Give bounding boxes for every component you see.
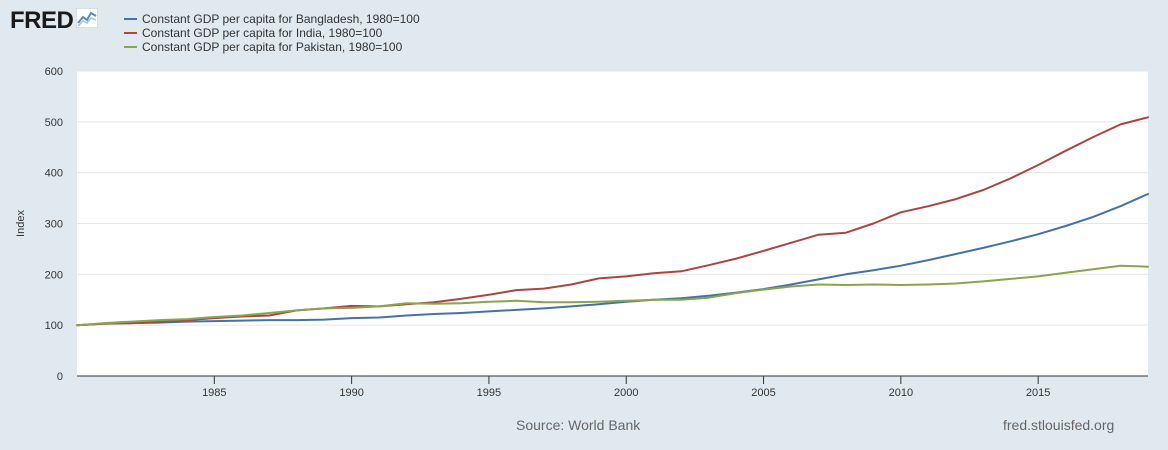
- series-line-india: [76, 116, 1149, 327]
- y-tick-label-300: 300: [45, 219, 63, 231]
- legend-swatch-pakistan: [124, 46, 137, 48]
- x-tick-label-2015: 2015: [1026, 387, 1050, 399]
- legend-item-india[interactable]: Constant GDP per capita for India, 1980=…: [124, 26, 420, 40]
- legend-swatch-bangladesh: [124, 18, 137, 20]
- x-tick-label-2010: 2010: [889, 387, 913, 399]
- y-tick-label-0: 0: [57, 371, 63, 383]
- legend-swatch-india: [124, 32, 137, 34]
- x-tick-label-1985: 1985: [202, 387, 226, 399]
- legend-item-pakistan[interactable]: Constant GDP per capita for Pakistan, 19…: [124, 40, 420, 54]
- source-note: Source: World Bank: [516, 417, 641, 433]
- legend-item-bangladesh[interactable]: Constant GDP per capita for Bangladesh, …: [124, 12, 420, 26]
- y-axis-label: Index: [15, 210, 27, 237]
- y-tick-label-100: 100: [45, 320, 63, 332]
- legend-label-india: Constant GDP per capita for India, 1980=…: [142, 26, 383, 40]
- legend-label-bangladesh: Constant GDP per capita for Bangladesh, …: [142, 12, 420, 26]
- x-tick-label-1995: 1995: [477, 387, 501, 399]
- fred-url-link[interactable]: fred.stlouisfed.org: [1003, 417, 1115, 433]
- x-tick-label-1990: 1990: [339, 387, 363, 399]
- series-line-bangladesh: [76, 193, 1149, 327]
- legend-label-pakistan: Constant GDP per capita for Pakistan, 19…: [142, 40, 403, 54]
- y-tick-label-500: 500: [45, 117, 63, 129]
- y-tick-label-200: 200: [45, 269, 63, 281]
- chart-legend: Constant GDP per capita for Bangladesh, …: [124, 12, 420, 54]
- x-tick-label-2005: 2005: [751, 387, 775, 399]
- series-line-pakistan: [76, 264, 1149, 327]
- y-tick-label-600: 600: [45, 66, 63, 78]
- y-tick-label-400: 400: [45, 168, 63, 180]
- fred-logo-text: FRED: [10, 6, 74, 34]
- x-tick-label-2000: 2000: [614, 387, 638, 399]
